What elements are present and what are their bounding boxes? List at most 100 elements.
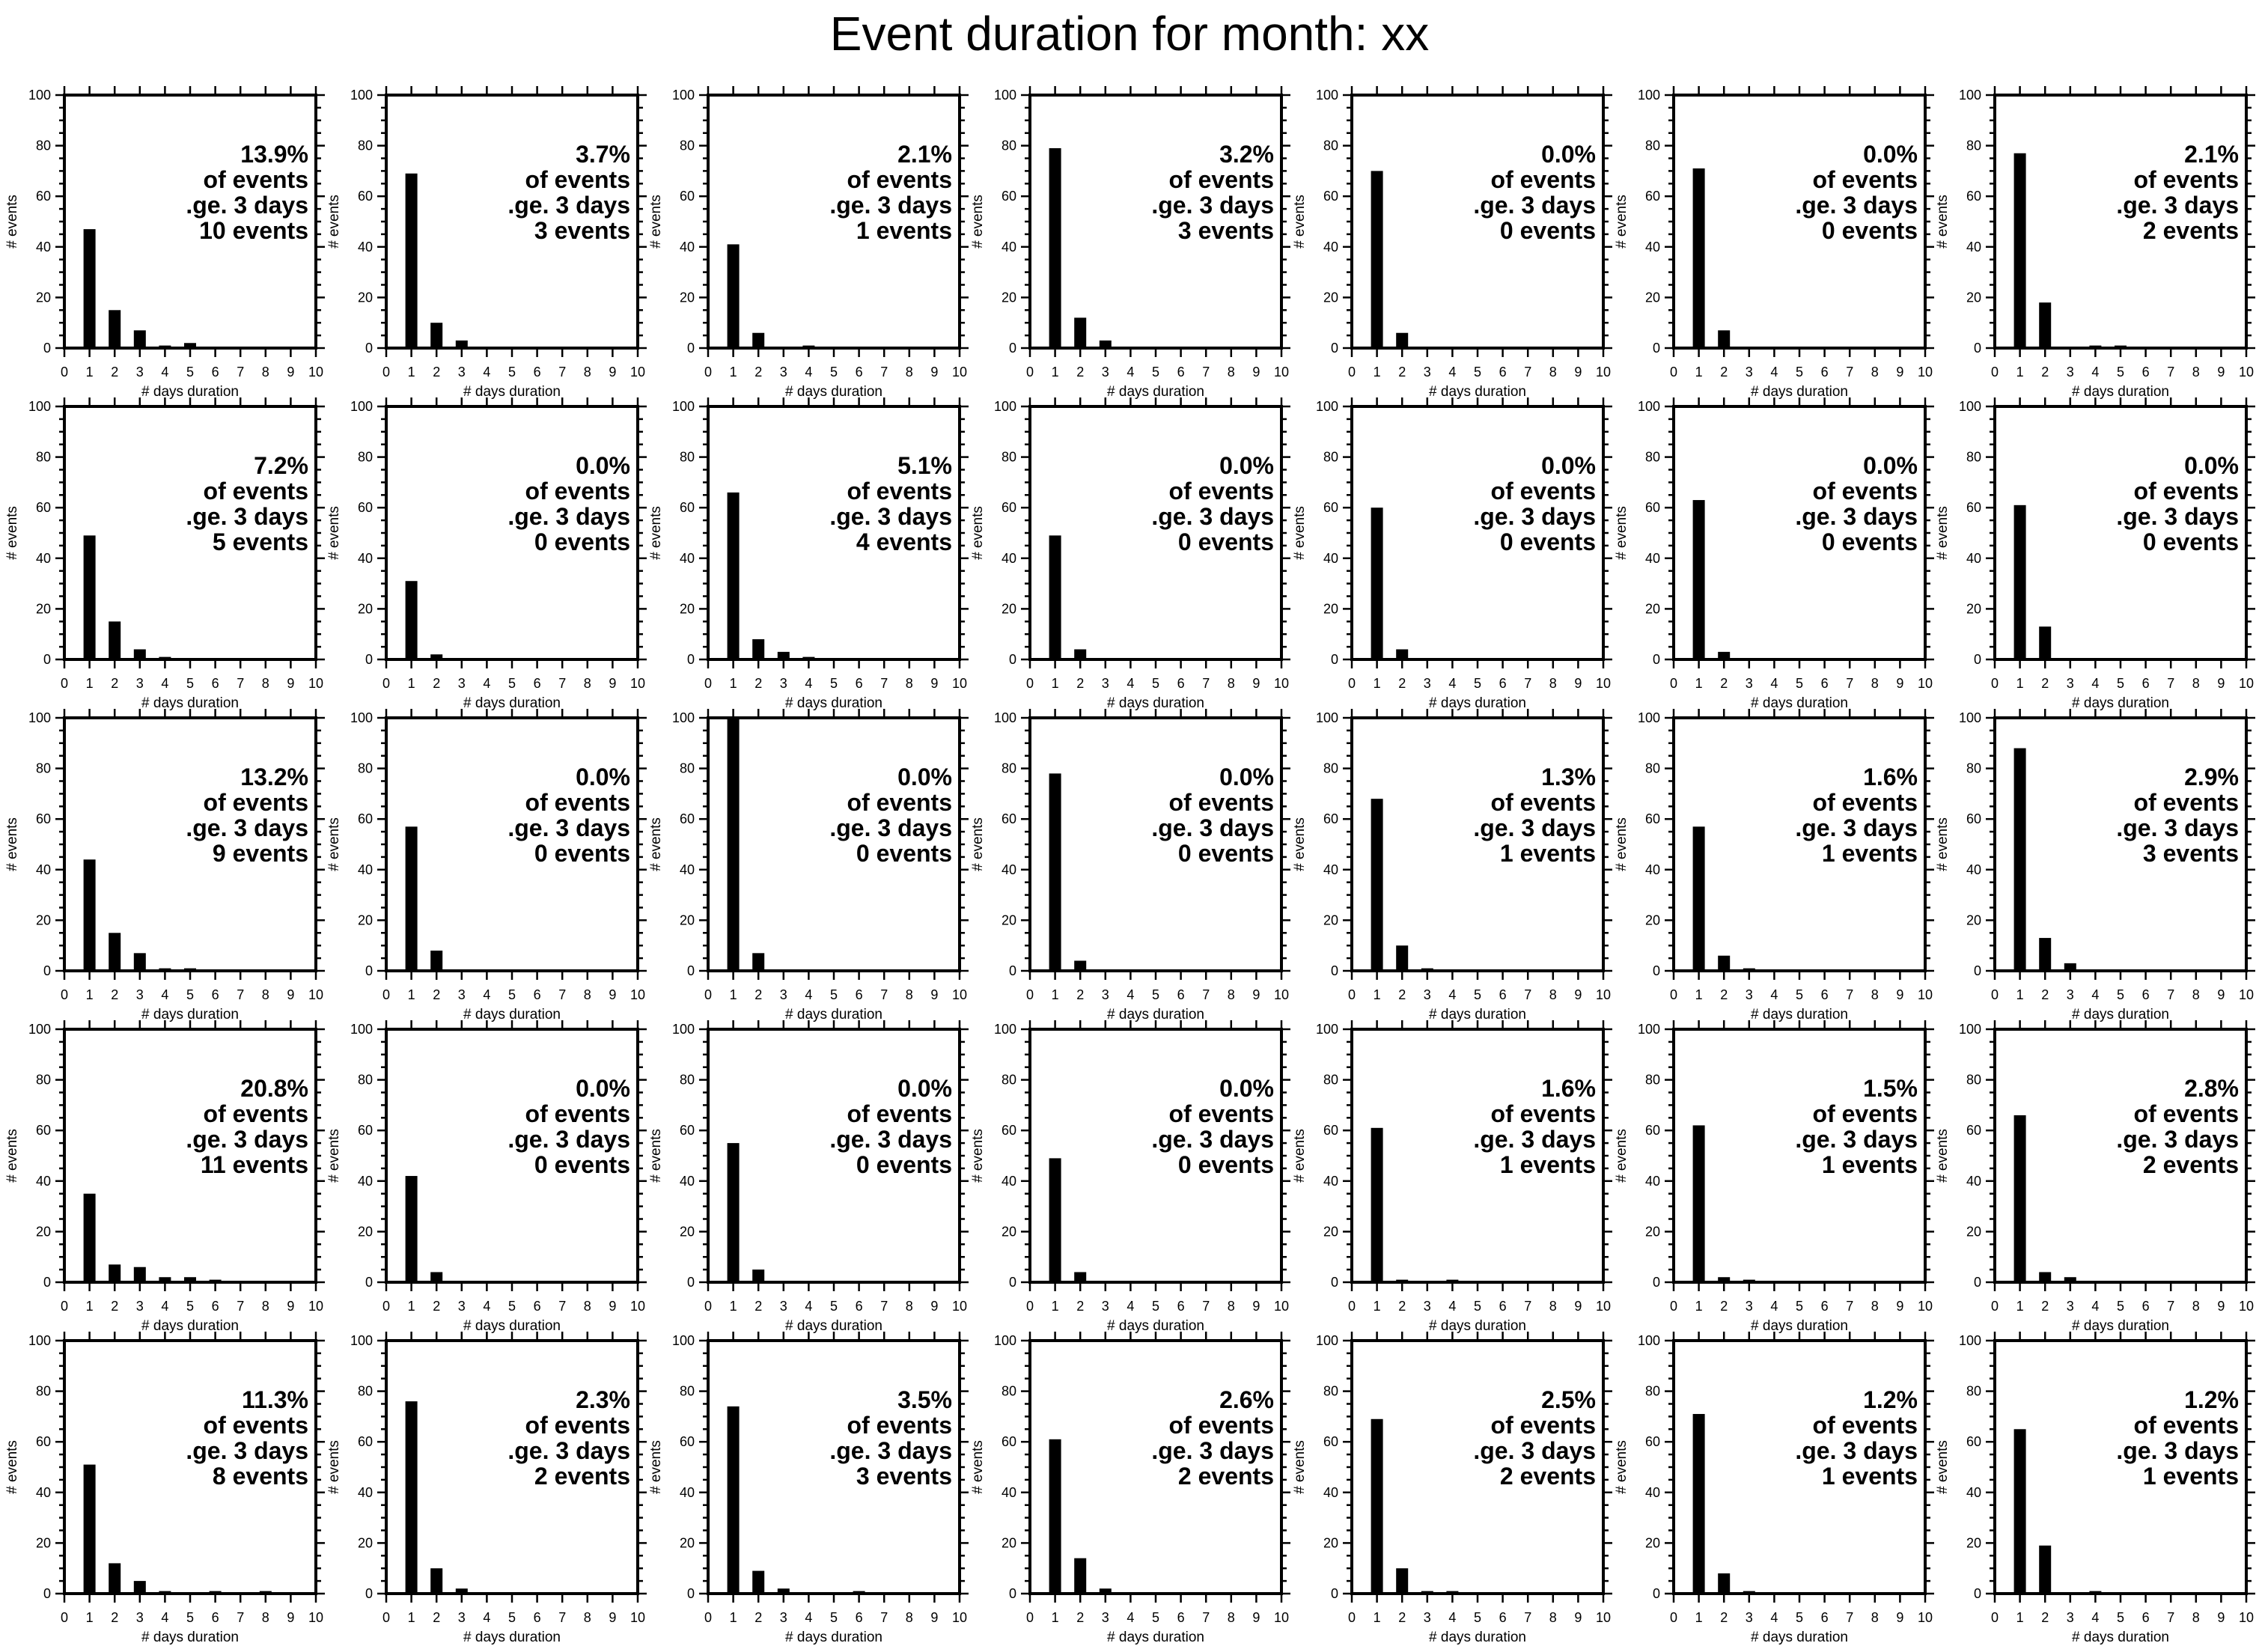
x-axis-label: # days duration xyxy=(463,1318,561,1334)
annotation-line: of events xyxy=(2134,789,2239,816)
x-tick-label: 9 xyxy=(1252,676,1260,691)
x-tick-label: 5 xyxy=(830,987,838,1002)
annotation-line: 0.0% xyxy=(576,1075,630,1102)
bar xyxy=(1743,968,1755,971)
y-tick-label: 20 xyxy=(1645,1535,1660,1550)
x-tick-label: 1 xyxy=(1695,676,1703,691)
annotation-line: 0 events xyxy=(534,840,630,867)
x-tick-label: 1 xyxy=(408,1299,415,1314)
x-tick-label: 2 xyxy=(433,1299,440,1314)
bar xyxy=(752,1570,765,1594)
annotation-line: 2.1% xyxy=(2184,141,2239,168)
bar xyxy=(109,1563,121,1594)
x-axis-label: # days duration xyxy=(1107,1630,1204,1645)
x-tick-label: 3 xyxy=(136,676,144,691)
x-tick-label: 5 xyxy=(1796,676,1803,691)
x-tick-label: 1 xyxy=(1374,1610,1381,1625)
y-tick-label: 40 xyxy=(1323,862,1338,877)
y-tick-label: 80 xyxy=(36,1384,51,1399)
x-tick-label: 5 xyxy=(830,1610,838,1625)
x-tick-label: 9 xyxy=(609,1610,616,1625)
y-axis-label: # events xyxy=(1292,195,1308,249)
y-tick-label: 100 xyxy=(994,710,1016,725)
x-tick-label: 6 xyxy=(1177,365,1185,380)
x-tick-label: 3 xyxy=(458,1299,466,1314)
x-tick-label: 3 xyxy=(458,365,466,380)
bar xyxy=(1718,1277,1731,1282)
bar xyxy=(133,330,146,348)
annotation-line: 1.2% xyxy=(1863,1386,1918,1413)
x-tick-label: 5 xyxy=(508,1299,516,1314)
x-tick-label: 2 xyxy=(1076,365,1084,380)
x-tick-label: 5 xyxy=(1152,365,1159,380)
bar xyxy=(752,1270,765,1282)
x-tick-label: 3 xyxy=(780,676,787,691)
x-tick-label: 4 xyxy=(1770,1610,1778,1625)
y-tick-label: 100 xyxy=(28,1022,51,1037)
x-tick-label: 7 xyxy=(1846,987,1853,1002)
y-tick-label: 100 xyxy=(28,1333,51,1348)
y-tick-label: 0 xyxy=(1974,652,1981,667)
x-tick-label: 0 xyxy=(1991,365,1999,380)
annotation-line: .ge. 3 days xyxy=(1151,192,1274,219)
annotation-line: 2.8% xyxy=(2184,1075,2239,1102)
y-tick-label: 100 xyxy=(1316,1022,1338,1037)
x-tick-label: 9 xyxy=(1252,1610,1260,1625)
y-tick-label: 80 xyxy=(1966,1384,1981,1399)
x-tick-label: 7 xyxy=(1846,1610,1853,1625)
y-tick-label: 60 xyxy=(1002,1434,1016,1449)
x-tick-label: 9 xyxy=(287,987,294,1002)
x-tick-label: 9 xyxy=(1574,1299,1582,1314)
x-tick-label: 1 xyxy=(86,365,94,380)
annotation-line: 0 events xyxy=(1178,528,1274,555)
y-tick-label: 40 xyxy=(36,551,51,566)
x-tick-label: 7 xyxy=(1524,1610,1531,1625)
y-tick-label: 100 xyxy=(1959,1333,1981,1348)
annotation-line: of events xyxy=(1813,166,1918,193)
x-tick-label: 1 xyxy=(2016,1299,2024,1314)
x-tick-label: 2 xyxy=(1398,1299,1406,1314)
x-tick-label: 3 xyxy=(1746,1299,1753,1314)
y-tick-label: 80 xyxy=(1002,761,1016,776)
histogram-panel: 0 20 40 60 80 100 0 1 2 3 4 5 6 7 8 9 10 # days duration #… xyxy=(1292,1332,1612,1645)
x-axis-label: # days duration xyxy=(1751,1630,1848,1645)
annotation-line: of events xyxy=(1169,1100,1274,1127)
x-tick-label: 10 xyxy=(2239,676,2254,691)
y-tick-label: 40 xyxy=(1323,240,1338,254)
x-tick-label: 8 xyxy=(906,676,913,691)
y-tick-label: 80 xyxy=(1323,450,1338,465)
x-tick-label: 9 xyxy=(287,1299,294,1314)
x-tick-label: 3 xyxy=(1424,1610,1431,1625)
x-tick-label: 7 xyxy=(2167,676,2174,691)
y-tick-label: 80 xyxy=(358,450,373,465)
x-tick-label: 10 xyxy=(1596,1299,1611,1314)
x-tick-label: 3 xyxy=(1746,365,1753,380)
bar xyxy=(133,649,146,659)
x-tick-label: 0 xyxy=(61,987,68,1002)
y-tick-label: 0 xyxy=(365,963,373,978)
x-tick-label: 2 xyxy=(2041,365,2049,380)
bar xyxy=(430,1272,443,1282)
y-tick-label: 20 xyxy=(680,912,695,927)
bar xyxy=(455,1588,468,1594)
bar xyxy=(133,1267,146,1282)
x-tick-label: 6 xyxy=(212,365,219,380)
x-tick-label: 4 xyxy=(161,987,168,1002)
x-tick-label: 5 xyxy=(508,365,516,380)
x-tick-label: 3 xyxy=(1424,676,1431,691)
bar xyxy=(1074,317,1087,348)
annotation-line: .ge. 3 days xyxy=(829,1437,952,1464)
x-tick-label: 8 xyxy=(1549,365,1557,380)
x-axis-label: # days duration xyxy=(141,1630,239,1645)
annotation-line: 0.0% xyxy=(1219,452,1274,479)
annotation-line: 3 events xyxy=(2143,840,2239,867)
x-tick-label: 10 xyxy=(1596,676,1611,691)
annotation-line: 1 events xyxy=(1822,1151,1918,1178)
x-tick-label: 9 xyxy=(609,1299,616,1314)
x-tick-label: 2 xyxy=(2041,1610,2049,1625)
annotation-line: 2 events xyxy=(1178,1463,1274,1490)
annotation-line: 9 events xyxy=(213,840,308,867)
y-tick-label: 40 xyxy=(36,1174,51,1189)
x-tick-label: 10 xyxy=(1274,676,1289,691)
histogram-panel: 0 20 40 60 80 100 0 1 2 3 4 5 6 7 8 9 10 # days duration #… xyxy=(326,86,647,400)
